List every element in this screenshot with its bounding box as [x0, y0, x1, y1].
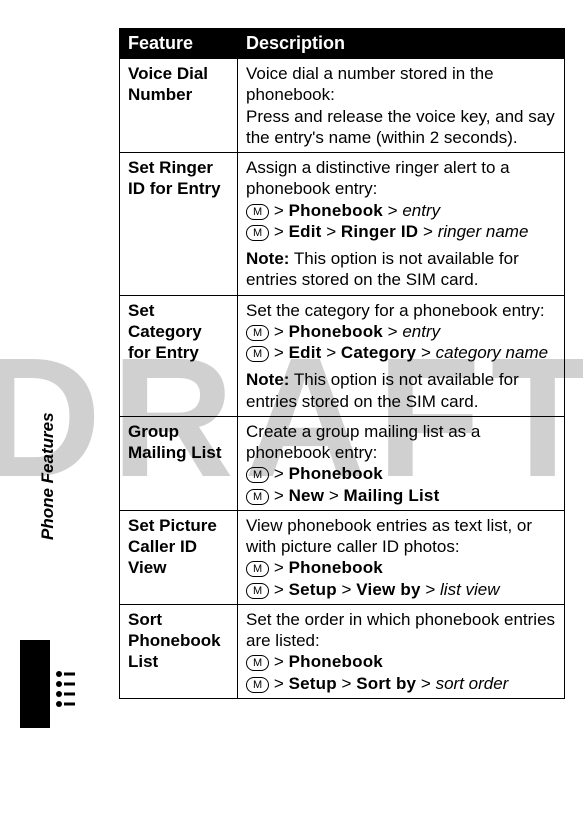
menu-key-icon: M [246, 346, 269, 362]
desc-text: Voice dial a number stored in the phoneb… [246, 64, 494, 104]
menu-cmd: Edit [289, 343, 322, 362]
table-row: Set Category for Entry Set the category … [120, 295, 565, 416]
gt: > [274, 674, 284, 693]
gt: > [274, 652, 284, 671]
table-row: Sort Phonebook List Set the order in whi… [120, 604, 565, 698]
gt: > [423, 222, 433, 241]
gt: > [342, 580, 352, 599]
gt: > [274, 322, 284, 341]
gt: > [388, 322, 398, 341]
feature-name: Group Mailing List [120, 416, 238, 510]
desc-text: Create a group mailing list as a phonebo… [246, 422, 480, 462]
menu-key-icon: M [246, 467, 269, 483]
gt: > [342, 674, 352, 693]
gt: > [274, 580, 284, 599]
table-header-row: Feature Description [120, 29, 565, 59]
feature-table: Feature Description Voice Dial Number Vo… [119, 28, 565, 699]
table-row: Group Mailing List Create a group mailin… [120, 416, 565, 510]
desc-text: Set the category for a phonebook entry: [246, 301, 545, 320]
feature-description: Assign a distinctive ringer alert to a p… [238, 153, 565, 296]
menu-param: entry [402, 201, 440, 220]
gt: > [274, 343, 284, 362]
note-label: Note: [246, 370, 289, 389]
gt: > [421, 674, 431, 693]
gt: > [274, 201, 284, 220]
gt: > [421, 343, 431, 362]
gt: > [274, 464, 284, 483]
table-row: Set Picture Caller ID View View phoneboo… [120, 510, 565, 604]
menu-key-icon: M [246, 489, 269, 505]
desc-text: View phonebook entries as text list, or … [246, 516, 532, 556]
col-feature: Feature [120, 29, 238, 59]
gt: > [326, 222, 336, 241]
feature-name: Sort Phonebook List [120, 604, 238, 698]
feature-description: View phonebook entries as text list, or … [238, 510, 565, 604]
menu-cmd: Mailing List [344, 486, 440, 505]
gt: > [425, 580, 435, 599]
menu-key-icon: M [246, 655, 269, 671]
table-row: Set Ringer ID for Entry Assign a distinc… [120, 153, 565, 296]
menu-param: entry [402, 322, 440, 341]
menu-cmd: Phonebook [289, 558, 383, 577]
menu-cmd: Phonebook [289, 464, 383, 483]
menu-cmd: Phonebook [289, 652, 383, 671]
menu-cmd: Sort by [356, 674, 416, 693]
desc-text: Press and release the voice key, and say… [246, 107, 555, 147]
menu-cmd: Category [341, 343, 416, 362]
desc-text: Set the order in which phonebook entries… [246, 610, 555, 650]
section-side-label: Phone Features [38, 412, 58, 540]
feature-name: Set Picture Caller ID View [120, 510, 238, 604]
menu-cmd: Setup [289, 580, 337, 599]
menu-cmd: Setup [289, 674, 337, 693]
menu-cmd: Phonebook [289, 201, 383, 220]
menu-cmd: New [289, 486, 325, 505]
menu-param: category name [436, 343, 548, 362]
menu-cmd: Phonebook [289, 322, 383, 341]
gt: > [274, 486, 284, 505]
menu-param: list view [440, 580, 500, 599]
menu-key-icon: M [246, 225, 269, 241]
gt: > [326, 343, 336, 362]
menu-key-icon: M [246, 325, 269, 341]
feature-description: Create a group mailing list as a phonebo… [238, 416, 565, 510]
desc-text: Assign a distinctive ringer alert to a p… [246, 158, 510, 198]
feature-description: Set the order in which phonebook entries… [238, 604, 565, 698]
menu-param: sort order [436, 674, 509, 693]
gt: > [274, 222, 284, 241]
menu-key-icon: M [246, 677, 269, 693]
col-description: Description [238, 29, 565, 59]
feature-name: Voice Dial Number [120, 59, 238, 153]
gt: > [274, 558, 284, 577]
menu-cmd: Ringer ID [341, 222, 418, 241]
menu-cmd: Edit [289, 222, 322, 241]
feature-description: Set the category for a phonebook entry: … [238, 295, 565, 416]
table-row: Voice Dial Number Voice dial a number st… [120, 59, 565, 153]
gt: > [329, 486, 339, 505]
menu-key-icon: M [246, 583, 269, 599]
feature-description: Voice dial a number stored in the phoneb… [238, 59, 565, 153]
feature-name: Set Ringer ID for Entry [120, 153, 238, 296]
menu-key-icon: M [246, 561, 269, 577]
note-label: Note: [246, 249, 289, 268]
menu-param: ringer name [438, 222, 529, 241]
feature-name: Set Category for Entry [120, 295, 238, 416]
menu-key-icon: M [246, 204, 269, 220]
gt: > [388, 201, 398, 220]
phone-text-icon [20, 640, 75, 728]
menu-cmd: View by [356, 580, 420, 599]
